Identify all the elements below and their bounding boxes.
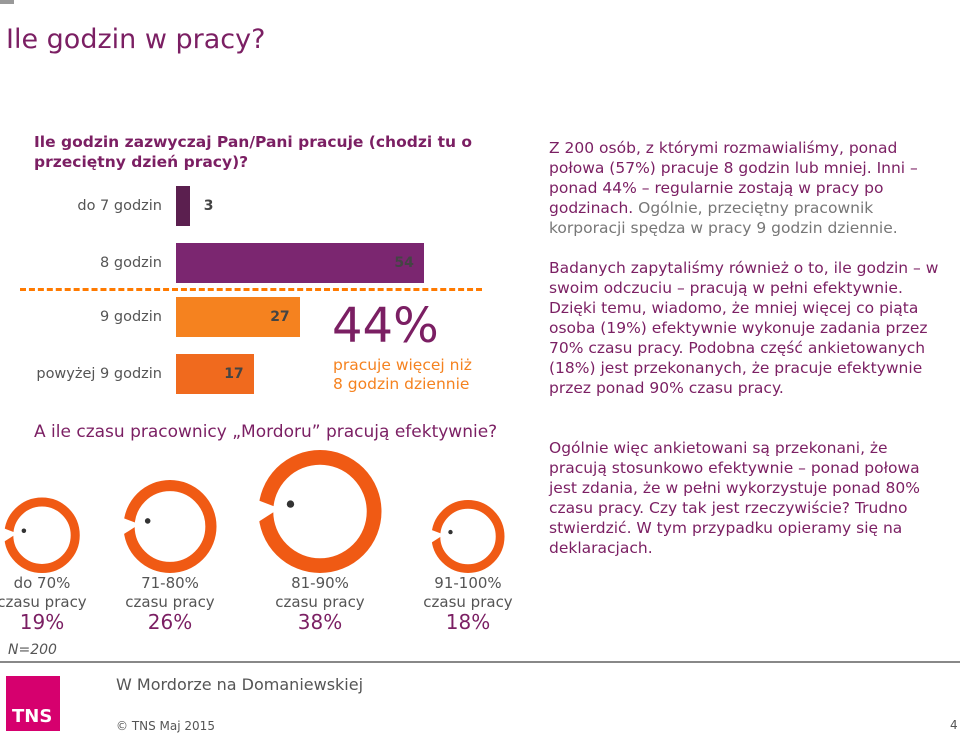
bar-label: 9 godzin — [100, 309, 162, 325]
paragraph-summary-main: Z 200 osób, z którymi rozmawialiśmy, pon… — [549, 139, 918, 217]
head-caption-range: 81-90% — [291, 574, 349, 592]
highlight-caption-line2: 8 godzin dziennie — [333, 375, 470, 393]
bar-value-label: 54 — [394, 255, 414, 271]
head-caption-unit: czasu pracy — [423, 593, 513, 611]
paragraph-summary: Z 200 osób, z którymi rozmawialiśmy, pon… — [549, 138, 949, 238]
chart-question-hours: Ile godzin zazwyczaj Pan/Pani pracuje (c… — [34, 133, 473, 171]
bar-value-label: 27 — [270, 309, 290, 325]
head-value-label: 18% — [445, 610, 491, 634]
dashed-separator — [20, 288, 482, 291]
head-value-label: 38% — [297, 610, 343, 634]
highlight-percentage: 44% — [332, 298, 439, 354]
sample-size-label: N=200 — [8, 642, 57, 658]
head-caption-range: 91-100% — [434, 574, 502, 592]
head-caption: do 70% czasu pracy 19% — [0, 574, 102, 632]
head-caption-unit: czasu pracy — [0, 593, 87, 611]
head-icon — [121, 480, 217, 573]
bar — [176, 297, 301, 337]
bar — [176, 354, 255, 394]
tns-logo-text: TNS — [12, 706, 53, 727]
head-icon — [2, 497, 80, 574]
footer-copyright: © TNS Maj 2015 — [116, 719, 215, 733]
paragraph-efficiency: Badanych zapytaliśmy również o to, ile g… — [549, 259, 939, 397]
paragraph-summary-highlight: Ogólnie, przeciętny pracownik korporacji… — [549, 199, 898, 237]
bar — [176, 186, 190, 226]
head-pictogram-chart — [2, 450, 505, 574]
bar-value-label: 3 — [203, 198, 214, 214]
tns-logo: TNS — [6, 676, 60, 731]
footer-divider — [0, 661, 960, 663]
head-icon — [255, 450, 382, 573]
head-icon — [429, 500, 505, 574]
corner-mark — [0, 0, 14, 4]
bar-label: powyżej 9 godzin — [36, 366, 162, 382]
bar-label: 8 godzin — [100, 255, 162, 271]
head-value-label: 19% — [19, 610, 65, 634]
bar-label: do 7 godzin — [77, 198, 162, 214]
page-title: Ile godzin w pracy? — [6, 24, 266, 55]
head-value-label: 26% — [147, 610, 193, 634]
head-caption-unit: czasu pracy — [275, 593, 365, 611]
head-caption-range: 71-80% — [141, 574, 199, 592]
bar — [176, 243, 425, 283]
head-caption: 81-90% czasu pracy 38% — [260, 574, 380, 632]
highlight-caption: pracuje więcej niż 8 godzin dziennie — [333, 356, 472, 394]
paragraph-conclusion: Ogólnie więc ankietowani są przekonani, … — [549, 439, 920, 557]
head-caption-unit: czasu pracy — [125, 593, 215, 611]
head-caption-range: do 70% — [13, 574, 71, 592]
head-caption: 91-100% czasu pracy 18% — [408, 574, 528, 632]
page-number: 4 — [950, 718, 958, 732]
chart-question-efficiency: A ile czasu pracownicy „Mordoru” pracują… — [34, 422, 498, 442]
head-caption: 71-80% czasu pracy 26% — [110, 574, 230, 632]
bar-value-label: 17 — [224, 366, 244, 382]
highlight-caption-line1: pracuje więcej niż — [333, 356, 472, 374]
footer-title: W Mordorze na Domaniewskiej — [116, 675, 364, 694]
